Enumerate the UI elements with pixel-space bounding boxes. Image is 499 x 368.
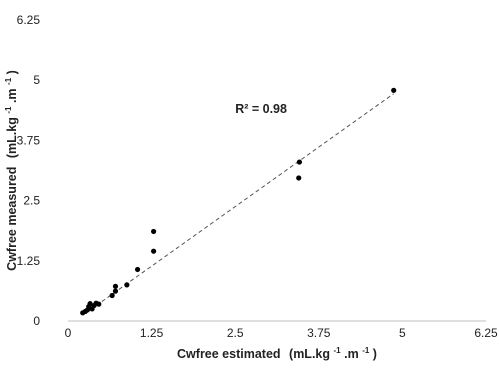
x-axis-title-exp2: -1 bbox=[362, 346, 370, 355]
data-point bbox=[391, 87, 397, 93]
data-point bbox=[296, 159, 303, 165]
x-axis-title-unit: (mL.kg bbox=[289, 347, 330, 361]
data-point bbox=[112, 288, 119, 294]
y-axis-title-end: ) bbox=[5, 70, 19, 74]
y-tick-label: 2.5 bbox=[23, 194, 40, 208]
y-tick-label: 5 bbox=[33, 73, 40, 87]
data-point bbox=[109, 292, 115, 299]
y-tick-label: 3.75 bbox=[17, 133, 41, 147]
x-tick-label: 5 bbox=[399, 326, 406, 340]
y-tick-label: 6.25 bbox=[17, 13, 41, 27]
r-squared-annotation: R² = 0.98 bbox=[235, 102, 287, 116]
y-axis-ticks: 0 1.25 2.5 3.75 5 6.25 bbox=[17, 13, 41, 328]
x-tick-label: 6.25 bbox=[474, 326, 498, 340]
data-point bbox=[87, 301, 93, 307]
y-axis-title-label: Cwfree measured bbox=[5, 167, 19, 271]
trendline bbox=[84, 93, 394, 315]
x-axis-title-end: ) bbox=[373, 347, 377, 361]
data-point bbox=[296, 175, 302, 181]
x-axis-ticks: 0 1.25 2.5 3.75 5 6.25 bbox=[65, 326, 498, 340]
y-axis-title-exp2: -1 bbox=[4, 77, 13, 85]
x-axis-title-exp1: -1 bbox=[334, 346, 342, 355]
x-tick-label: 2.5 bbox=[227, 326, 244, 340]
x-tick-label: 0 bbox=[65, 326, 72, 340]
data-point bbox=[151, 248, 157, 254]
y-tick-label: 0 bbox=[33, 314, 40, 328]
x-tick-label: 1.25 bbox=[140, 326, 164, 340]
y-tick-label: 1.25 bbox=[17, 254, 41, 268]
y-axis-title-unit: (mL.kg bbox=[5, 117, 19, 158]
y-axis-title-exp1: -1 bbox=[4, 106, 13, 114]
x-axis-title-mid: .m bbox=[344, 347, 359, 361]
data-points bbox=[80, 87, 397, 316]
data-point bbox=[112, 283, 119, 289]
data-point bbox=[96, 301, 102, 307]
y-axis-title-mid: .m bbox=[5, 88, 19, 103]
data-point bbox=[151, 228, 157, 235]
x-axis-title-label: Cwfree estimated bbox=[177, 347, 281, 361]
data-point bbox=[134, 266, 141, 273]
data-point bbox=[124, 282, 130, 288]
y-axis-title: Cwfree measured (mL.kg -1 .m -1 ) bbox=[0, 70, 19, 271]
x-tick-label: 3.75 bbox=[307, 326, 331, 340]
x-axis-title: Cwfree estimated (mL.kg -1 .m -1 ) bbox=[177, 342, 377, 361]
